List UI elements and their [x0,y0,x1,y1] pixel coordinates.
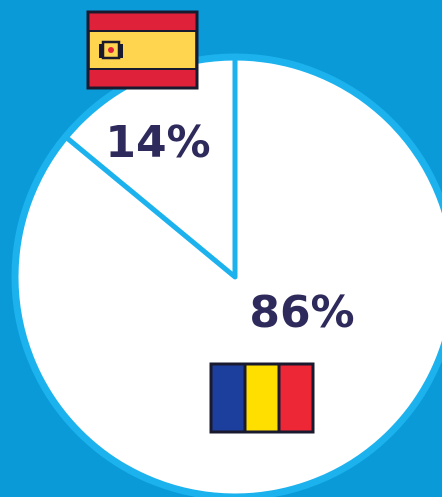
pie-edge [11,53,442,497]
value-label: 86% [249,287,354,338]
value-label: 14% [105,117,210,168]
romania-flag [209,362,315,434]
pie [11,53,442,497]
value-labels: 14% 86% [105,117,354,338]
spain-flag [86,10,199,90]
